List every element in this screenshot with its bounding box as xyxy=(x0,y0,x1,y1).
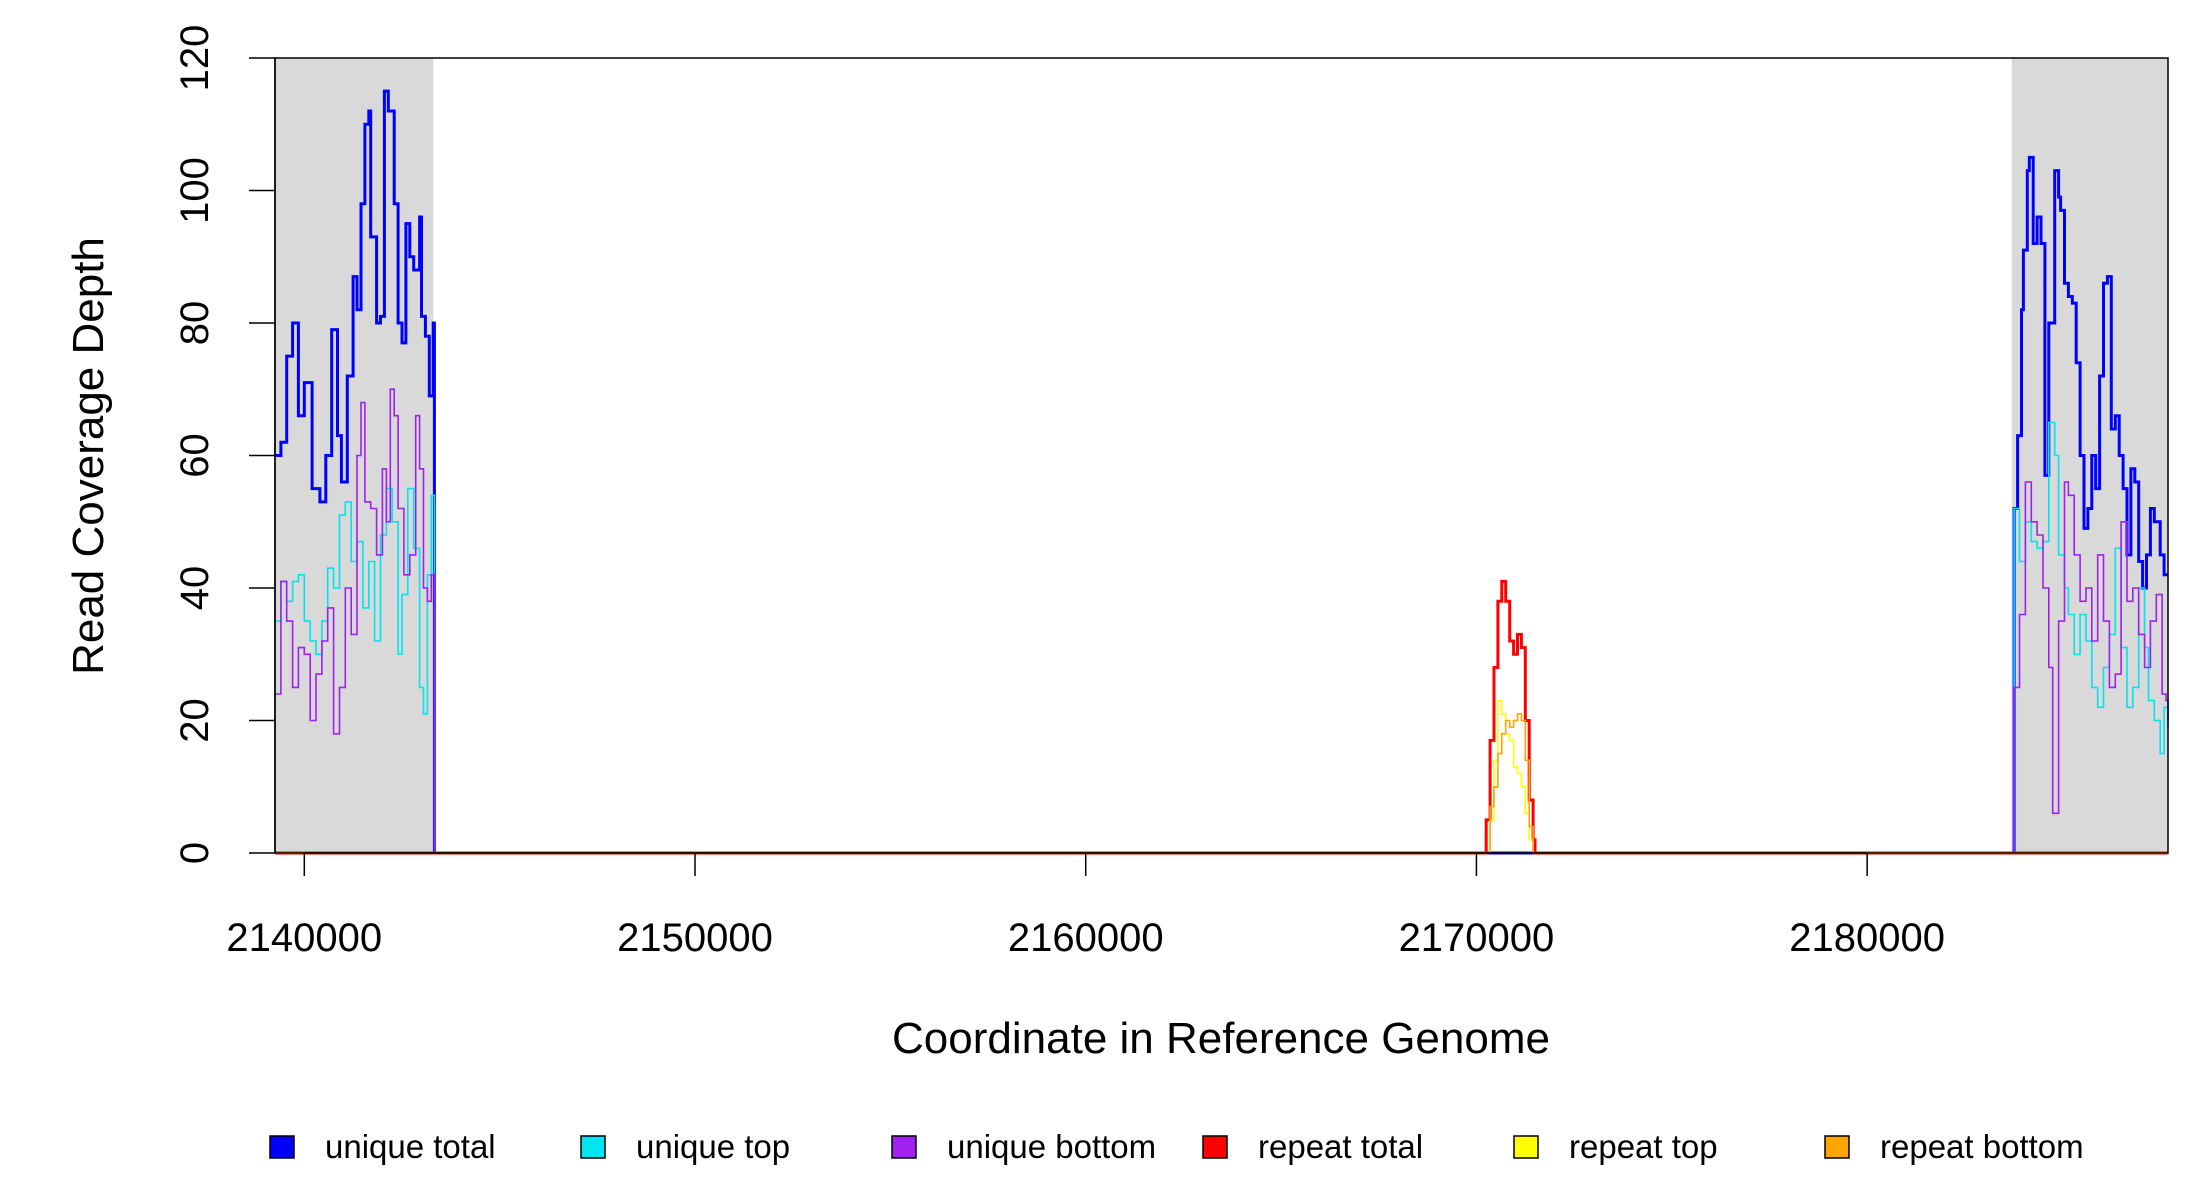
y-tick-label: 80 xyxy=(173,301,217,346)
legend-item-repeat-top: repeat top xyxy=(1513,1128,1718,1165)
data-series xyxy=(275,89,2169,855)
series-line-unique-bottom xyxy=(275,388,2169,854)
y-tick-label: 60 xyxy=(173,433,217,478)
legend-swatch xyxy=(1824,1135,1850,1159)
legend-item-repeat-bottom: repeat bottom xyxy=(1824,1128,2084,1165)
legend: unique total unique top unique bottom repea… xyxy=(269,1128,2084,1165)
x-tick-label: 2160000 xyxy=(1008,916,1164,960)
legend-swatch xyxy=(269,1135,295,1159)
legend-item-unique-total: unique total xyxy=(269,1128,496,1165)
legend-item-unique-bottom: unique bottom xyxy=(891,1128,1156,1165)
x-axis-label: Coordinate in Reference Genome xyxy=(892,1014,1550,1063)
y-tick-label: 0 xyxy=(173,842,217,864)
legend-label: repeat total xyxy=(1258,1128,1423,1165)
shaded-region-1 xyxy=(275,58,434,853)
y-tick-label: 120 xyxy=(173,25,217,92)
legend-label: repeat top xyxy=(1569,1128,1718,1165)
x-tick-label: 2180000 xyxy=(1789,916,1945,960)
legend-item-unique-top: unique top xyxy=(580,1128,790,1165)
y-tick-label: 100 xyxy=(173,157,217,224)
legend-label: unique bottom xyxy=(947,1128,1156,1165)
legend-label: repeat bottom xyxy=(1880,1128,2084,1165)
x-tick-label: 2170000 xyxy=(1399,916,1555,960)
legend-swatch xyxy=(891,1135,917,1159)
legend-swatch xyxy=(1202,1135,1228,1159)
x-tick-label: 2140000 xyxy=(226,916,382,960)
y-axis-label: Read Coverage Depth xyxy=(64,237,113,675)
legend-label: unique top xyxy=(636,1128,790,1165)
shaded-region-2 xyxy=(2011,58,2168,853)
legend-item-repeat-total: repeat total xyxy=(1202,1128,1423,1165)
series-line-unique-total xyxy=(275,89,2168,855)
legend-swatch xyxy=(580,1135,606,1159)
series-line-repeat-bottom xyxy=(275,713,2168,854)
y-axis: 0 20 40 60 80 100 120 xyxy=(173,25,276,864)
x-tick-label: 2150000 xyxy=(617,916,773,960)
x-axis: 2140000 2150000 2160000 2170000 2180000 xyxy=(226,852,1945,960)
shaded-regions xyxy=(275,58,2168,853)
legend-label: unique total xyxy=(325,1128,496,1165)
y-tick-label: 20 xyxy=(173,698,217,743)
y-tick-label: 40 xyxy=(173,566,217,611)
legend-swatch xyxy=(1513,1135,1539,1159)
